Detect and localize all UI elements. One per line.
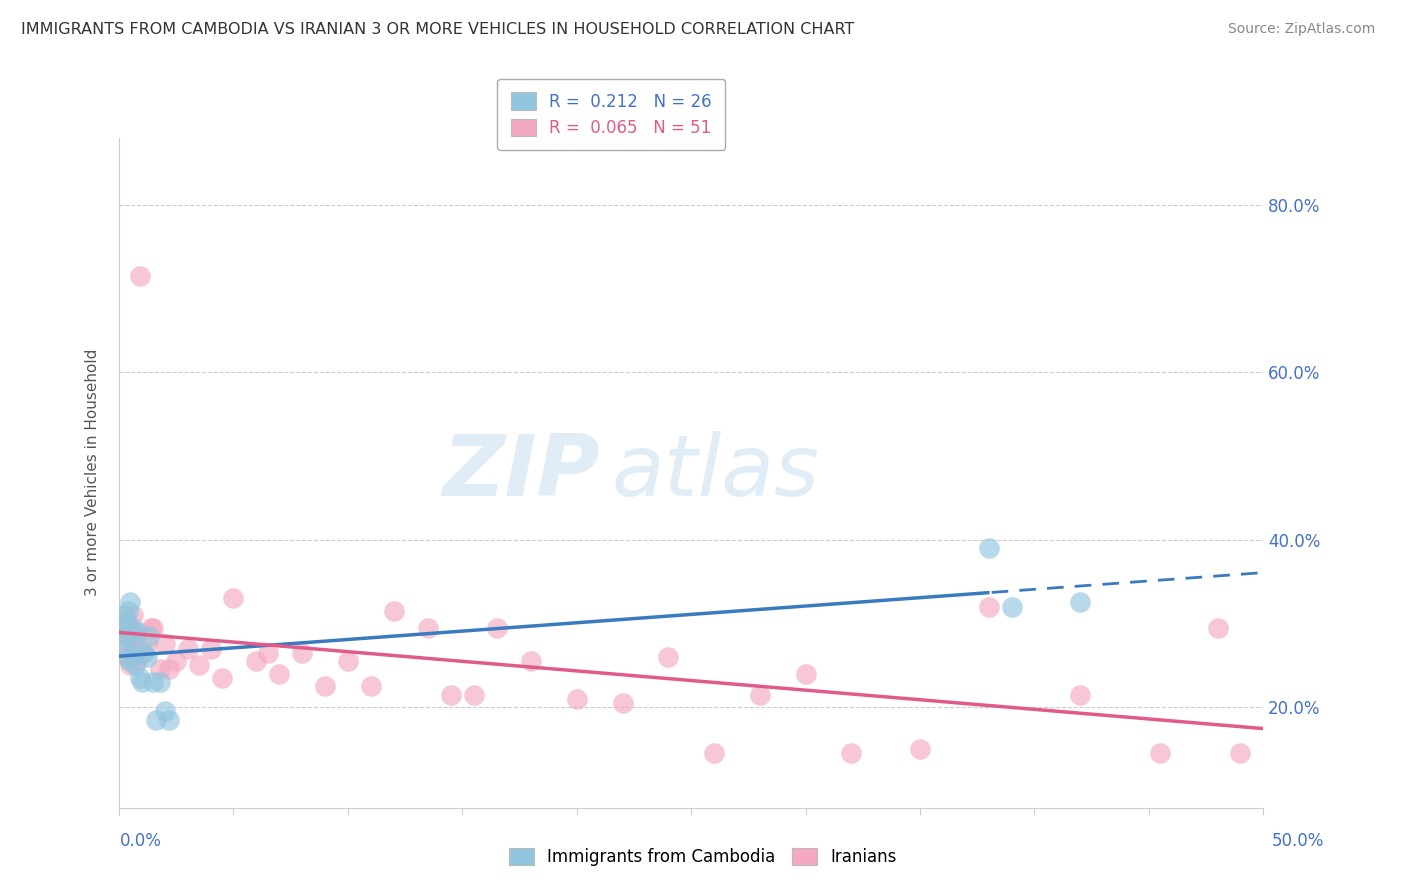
Point bbox=[1149, 746, 1171, 760]
Point bbox=[222, 591, 245, 606]
Point bbox=[256, 646, 278, 660]
Point bbox=[112, 629, 135, 643]
Point bbox=[520, 654, 543, 668]
Point bbox=[165, 654, 187, 668]
Point bbox=[115, 612, 138, 626]
Point bbox=[841, 746, 863, 760]
Point bbox=[110, 621, 132, 635]
Point bbox=[131, 646, 153, 660]
Point bbox=[117, 604, 139, 618]
Point bbox=[269, 666, 291, 681]
Point bbox=[157, 663, 180, 677]
Point bbox=[382, 604, 405, 618]
Point bbox=[177, 641, 200, 656]
Point bbox=[135, 649, 157, 664]
Point bbox=[211, 671, 233, 685]
Point bbox=[128, 671, 150, 685]
Point bbox=[157, 713, 180, 727]
Point bbox=[153, 637, 176, 651]
Point bbox=[314, 679, 336, 693]
Point bbox=[121, 621, 143, 635]
Legend: R =  0.212   N = 26, R =  0.065   N = 51: R = 0.212 N = 26, R = 0.065 N = 51 bbox=[498, 79, 725, 151]
Point bbox=[115, 616, 138, 631]
Point bbox=[1000, 599, 1022, 614]
Point bbox=[121, 641, 143, 656]
Point bbox=[440, 688, 463, 702]
Point bbox=[794, 666, 817, 681]
Point bbox=[112, 608, 135, 623]
Point bbox=[142, 621, 165, 635]
Point bbox=[142, 675, 165, 690]
Point bbox=[657, 649, 679, 664]
Point bbox=[127, 624, 149, 639]
Point bbox=[908, 742, 931, 756]
Text: Source: ZipAtlas.com: Source: ZipAtlas.com bbox=[1227, 22, 1375, 37]
Point bbox=[360, 679, 382, 693]
Point bbox=[124, 629, 146, 643]
Point bbox=[1069, 595, 1091, 609]
Text: atlas: atlas bbox=[612, 431, 820, 514]
Point bbox=[188, 658, 211, 673]
Point bbox=[127, 654, 149, 668]
Point bbox=[703, 746, 725, 760]
Point bbox=[121, 637, 143, 651]
Point bbox=[120, 621, 142, 635]
Point bbox=[977, 599, 1000, 614]
Text: 0.0%: 0.0% bbox=[120, 831, 162, 849]
Point bbox=[153, 704, 176, 718]
Point bbox=[115, 641, 138, 656]
Point bbox=[110, 624, 132, 639]
Point bbox=[748, 688, 770, 702]
Point bbox=[149, 675, 172, 690]
Text: ZIP: ZIP bbox=[441, 431, 599, 514]
Point bbox=[120, 595, 142, 609]
Point bbox=[135, 637, 157, 651]
Legend: Immigrants from Cambodia, Iranians: Immigrants from Cambodia, Iranians bbox=[502, 841, 904, 873]
Point bbox=[1229, 746, 1251, 760]
Point bbox=[128, 268, 150, 283]
Point bbox=[291, 646, 314, 660]
Point bbox=[245, 654, 267, 668]
Point bbox=[485, 621, 508, 635]
Point bbox=[1206, 621, 1229, 635]
Point bbox=[138, 629, 160, 643]
Point bbox=[115, 649, 138, 664]
Point bbox=[131, 675, 153, 690]
Point bbox=[139, 621, 162, 635]
Point bbox=[565, 691, 588, 706]
Point bbox=[120, 658, 142, 673]
Point bbox=[145, 713, 167, 727]
Point bbox=[121, 608, 143, 623]
Point bbox=[149, 663, 172, 677]
Point bbox=[977, 541, 1000, 555]
Point bbox=[112, 637, 135, 651]
Point bbox=[200, 641, 222, 656]
Point bbox=[120, 654, 142, 668]
Point bbox=[117, 629, 139, 643]
Point bbox=[416, 621, 439, 635]
Text: 50.0%: 50.0% bbox=[1272, 831, 1324, 849]
Point bbox=[134, 646, 156, 660]
Point bbox=[463, 688, 485, 702]
Point bbox=[1069, 688, 1091, 702]
Text: IMMIGRANTS FROM CAMBODIA VS IRANIAN 3 OR MORE VEHICLES IN HOUSEHOLD CORRELATION : IMMIGRANTS FROM CAMBODIA VS IRANIAN 3 OR… bbox=[21, 22, 855, 37]
Point bbox=[117, 649, 139, 664]
Point bbox=[612, 696, 634, 710]
Point bbox=[336, 654, 359, 668]
Point bbox=[124, 658, 146, 673]
Y-axis label: 3 or more Vehicles in Household: 3 or more Vehicles in Household bbox=[86, 349, 100, 597]
